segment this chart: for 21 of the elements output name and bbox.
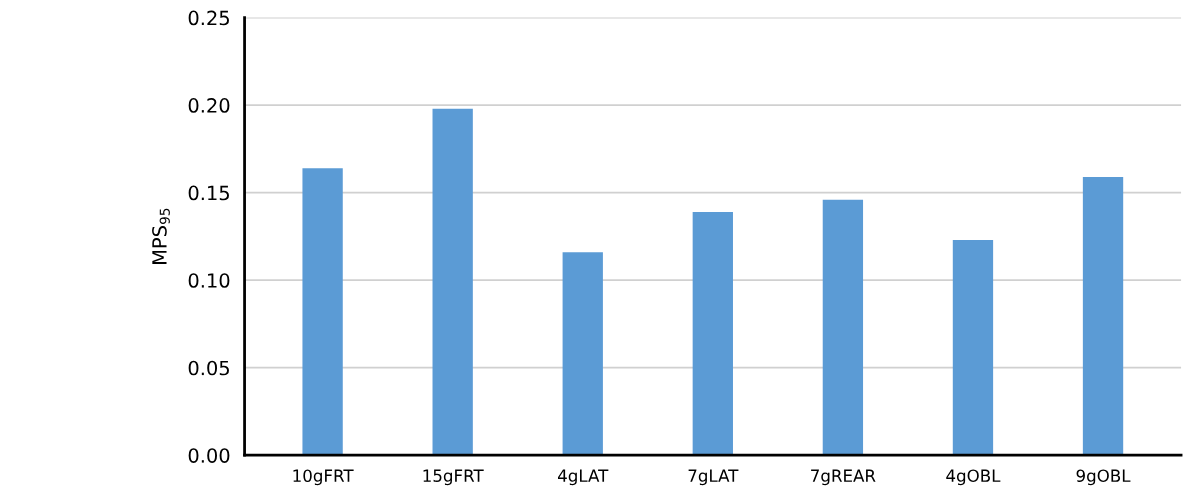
bar [562,252,603,456]
bar [822,199,864,456]
bar [302,168,343,456]
y-axis-title: MPS$_{95}$ [152,208,170,264]
x-tick-label: 15gFRT [423,469,484,486]
bar [432,108,473,456]
y-tick-label: 0.05 [188,360,229,376]
bar [952,239,994,456]
x-tick-label: 4gOBL [946,469,1001,486]
bar [692,211,733,456]
bar [1082,176,1124,456]
y-tick-label: 0.25 [188,10,229,26]
x-tick-label: 7gREAR [811,469,876,486]
x-tick-label: 4gLAT [557,469,609,486]
y-tick-label: 0.10 [188,273,230,288]
y-tick-label: 0.20 [188,98,230,113]
x-tick-label: 9gOBL [1076,469,1131,486]
y-tick-label: 0.15 [188,185,229,201]
x-tick-label: 7gLAT [688,469,739,486]
x-tick-label: 10gFRT [293,469,354,486]
y-tick-label: 0.00 [188,448,230,463]
